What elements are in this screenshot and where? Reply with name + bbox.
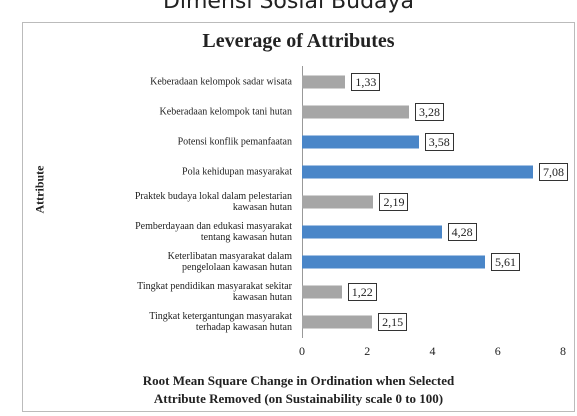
value-label: 4,28 — [447, 223, 477, 241]
bar — [302, 285, 342, 299]
bar — [302, 75, 346, 89]
y-tick-label: Keterlibatan masyarakat dalam pengelolaa… — [167, 251, 292, 273]
value-label: 7,08 — [538, 163, 568, 181]
y-tick-label: Pemberdayaan dan edukasi masyarakat tent… — [135, 221, 292, 243]
value-label: 3,28 — [415, 103, 444, 121]
chart-title: Leverage of Attributes — [202, 30, 395, 52]
bar — [302, 165, 533, 179]
y-tick-label: Keberadaan kelompok tani hutan — [159, 106, 292, 118]
value-label: 5,61 — [491, 253, 521, 271]
bar — [302, 105, 409, 119]
bar — [302, 135, 419, 149]
bar — [302, 255, 486, 269]
value-label: 2,19 — [379, 193, 409, 211]
y-tick-label: Tingkat pendidikan masyarakat sekitar ka… — [137, 281, 292, 303]
value-label: 1,33 — [351, 73, 381, 91]
bar — [302, 225, 442, 239]
y-tick-label: Keberadaan kelompok sadar wisata — [150, 76, 292, 88]
value-label: 3,58 — [424, 133, 454, 151]
x-axis-label: Root Mean Square Change in Ordination wh… — [142, 373, 455, 406]
x-tick-label: 6 — [494, 344, 501, 358]
x-tick-label: 8 — [560, 344, 566, 358]
y-tick-label: Praktek budaya lokal dalam pelestarian k… — [134, 191, 292, 213]
y-tick-label: Tingkat ketergantungan masyarakat terhad… — [149, 311, 292, 333]
x-tick-label: 2 — [364, 344, 371, 358]
y-tick-label: Potensi konflik pemanfaatan — [177, 136, 292, 148]
x-tick-label: 0 — [299, 344, 305, 358]
bar — [302, 195, 374, 209]
y-tick-label: Pola kehidupan masyarakat — [182, 166, 292, 178]
value-label: 1,22 — [347, 283, 377, 301]
value-label: 2,15 — [378, 313, 408, 331]
x-tick-label: 4 — [429, 344, 436, 358]
chart-frame — [22, 22, 575, 412]
supertitle: Dimensi Sosial Budaya — [162, 0, 415, 14]
bar — [302, 315, 373, 329]
